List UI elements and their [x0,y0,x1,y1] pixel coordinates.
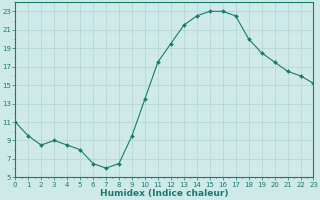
X-axis label: Humidex (Indice chaleur): Humidex (Indice chaleur) [100,189,228,198]
